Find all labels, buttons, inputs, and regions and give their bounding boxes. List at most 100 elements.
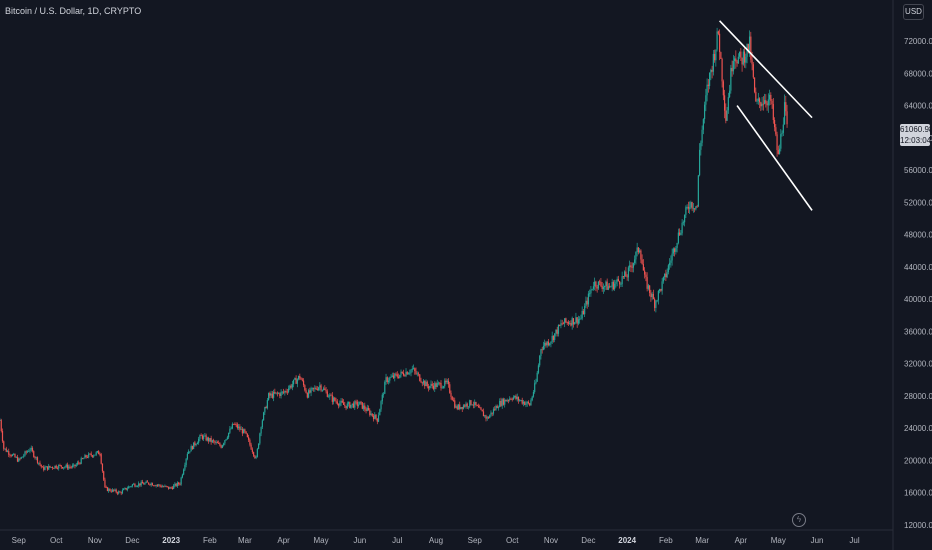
candle-body — [684, 214, 686, 223]
candle-body — [163, 486, 165, 488]
candle-body — [166, 486, 169, 488]
candle-body — [491, 412, 493, 414]
price-tick-label: 48000.00 — [904, 231, 932, 240]
candle-body — [235, 424, 237, 426]
candle-body — [700, 142, 702, 150]
candle-body — [8, 451, 10, 455]
candle-body — [248, 437, 250, 440]
candle-body — [496, 405, 498, 409]
candle-body — [630, 265, 632, 267]
candle-body — [620, 284, 622, 285]
candle-body — [562, 323, 565, 325]
candle-body — [271, 393, 273, 398]
candle-body — [681, 222, 683, 234]
candle-body — [610, 286, 612, 288]
candle-body — [238, 426, 240, 428]
candle-body — [361, 402, 363, 409]
time-tick-label: May — [314, 536, 329, 545]
candle-body — [51, 467, 54, 469]
candle-body — [20, 457, 22, 459]
candle-body — [254, 455, 256, 458]
candle-body — [509, 398, 511, 401]
candle-body — [755, 91, 757, 102]
time-tick-label: May — [771, 536, 786, 545]
candle-body — [376, 418, 378, 422]
candle-body — [170, 487, 172, 489]
candle-body — [130, 486, 132, 488]
time-axis[interactable]: Sep Oct Nov Dec 2023 Feb Mar Apr May Jun Jul Aug Sep… — [12, 536, 860, 545]
candle-body — [674, 248, 676, 252]
candle-body — [251, 449, 253, 453]
candle-body — [371, 413, 373, 416]
candle-body — [710, 69, 712, 73]
price-tick-label: 24000.00 — [904, 424, 932, 433]
candle-body — [26, 451, 29, 453]
candle-body — [495, 405, 497, 410]
candle-body — [201, 435, 203, 439]
candle-body — [165, 485, 167, 487]
candle-body — [281, 391, 283, 393]
candle-body — [657, 290, 659, 301]
candle-body — [50, 467, 52, 468]
trendline[interactable] — [719, 20, 813, 119]
lightning-bolt-icon[interactable]: ϟ — [792, 513, 806, 527]
candle-body — [159, 484, 161, 486]
trendlines[interactable] — [719, 20, 813, 211]
candle-body — [5, 448, 7, 452]
candle-body — [554, 333, 556, 340]
candle-body — [427, 386, 430, 389]
candle-body — [301, 379, 303, 381]
candle-body — [331, 395, 333, 402]
candle-body — [672, 248, 674, 254]
candle-body — [642, 264, 644, 271]
candle-body — [564, 318, 566, 324]
candle-body — [218, 443, 220, 444]
time-tick-label: Apr — [277, 536, 290, 545]
candle-body — [544, 342, 546, 346]
price-tick-label: 36000.00 — [904, 327, 932, 336]
candle-body — [4, 448, 6, 450]
trendline[interactable] — [736, 105, 813, 211]
candle-body — [366, 407, 368, 411]
candle-body — [29, 449, 31, 452]
candle-body — [274, 391, 276, 394]
candle-body — [260, 427, 262, 434]
candle-body — [140, 481, 142, 486]
candle-body — [269, 393, 271, 396]
candle-body — [757, 98, 759, 101]
candle-body — [219, 443, 221, 446]
time-tick-label: Oct — [50, 536, 63, 545]
candle-body — [223, 443, 225, 446]
candle-body — [98, 451, 100, 455]
candle-body — [25, 451, 27, 453]
candle-body — [38, 462, 40, 464]
candle-body — [479, 407, 481, 409]
price-axis[interactable]: 72000.0068000.0064000.0060000.0056000.00… — [904, 37, 932, 530]
candle-body — [732, 60, 734, 72]
time-tick-label: Dec — [125, 536, 139, 545]
candle-body — [336, 401, 338, 405]
candle-body — [355, 401, 357, 403]
candle-body — [682, 222, 684, 224]
currency-button[interactable]: USD — [903, 4, 924, 20]
candle-body — [767, 99, 769, 106]
candle-body — [715, 49, 717, 61]
candle-body — [590, 289, 592, 294]
candle-body — [459, 404, 461, 409]
candle-body — [307, 390, 310, 398]
candle-body — [660, 289, 662, 291]
candle-body — [40, 464, 42, 467]
candle-body — [113, 489, 115, 491]
candle-body — [360, 401, 362, 403]
candle-body — [725, 110, 727, 121]
candle-body — [429, 386, 431, 389]
candle-body — [352, 403, 355, 408]
candle-body — [133, 483, 135, 485]
candle-body — [556, 329, 558, 334]
candle-body — [434, 383, 436, 389]
candle-body — [0, 420, 2, 432]
candle-body — [213, 440, 215, 442]
candle-body — [95, 452, 97, 455]
candle-body — [425, 381, 427, 387]
